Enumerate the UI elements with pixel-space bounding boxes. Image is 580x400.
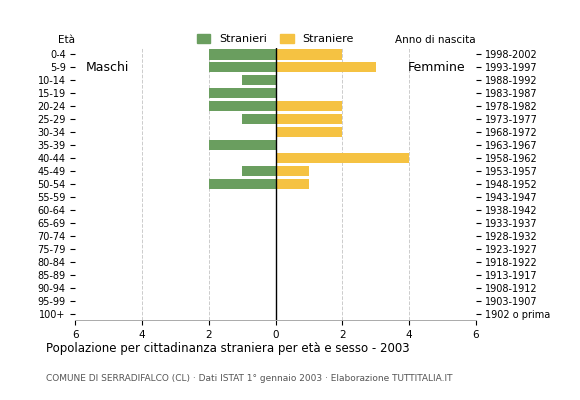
Bar [276,62,376,72]
Text: Femmine: Femmine [408,61,466,74]
Text: Anno di nascita: Anno di nascita [395,35,476,45]
Bar [276,166,309,176]
Bar [276,50,342,60]
Text: COMUNE DI SERRADIFALCO (CL) · Dati ISTAT 1° gennaio 2003 · Elaborazione TUTTITAL: COMUNE DI SERRADIFALCO (CL) · Dati ISTAT… [46,374,453,383]
Bar [242,75,276,86]
Bar [276,179,309,189]
Bar [209,140,276,150]
Bar [276,101,342,111]
Text: Maschi: Maschi [85,61,129,74]
Text: Età: Età [59,35,75,45]
Bar [209,101,276,111]
Bar [209,50,276,60]
Bar [276,127,342,137]
Legend: Stranieri, Straniere: Stranieri, Straniere [193,29,358,48]
Bar [276,153,409,163]
Bar [209,179,276,189]
Bar [242,114,276,124]
Text: Popolazione per cittadinanza straniera per età e sesso - 2003: Popolazione per cittadinanza straniera p… [46,342,410,355]
Bar [242,166,276,176]
Bar [209,62,276,72]
Bar [276,114,342,124]
Bar [209,88,276,98]
